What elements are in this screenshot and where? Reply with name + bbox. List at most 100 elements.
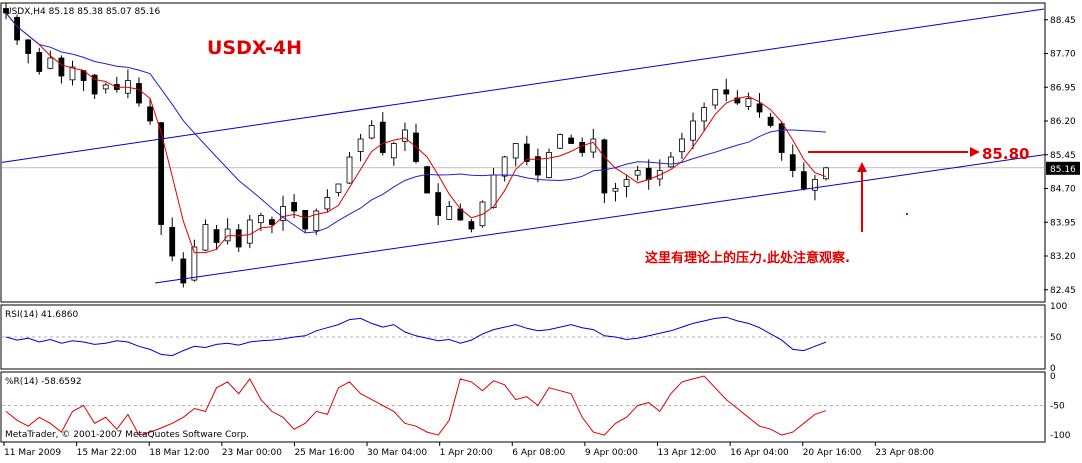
candle bbox=[25, 39, 32, 64]
candle-body bbox=[136, 83, 142, 104]
wpr-tick-label: -50 bbox=[1050, 402, 1065, 412]
candle bbox=[58, 55, 65, 84]
candle-body bbox=[634, 170, 641, 176]
candle bbox=[390, 141, 397, 166]
time-tick-label: 30 Mar 04:00 bbox=[367, 448, 427, 458]
price-tick-label: 88.45 bbox=[1050, 16, 1076, 26]
candle bbox=[557, 133, 563, 149]
candle bbox=[335, 183, 342, 197]
candle bbox=[800, 162, 807, 191]
time-tick-label: 25 Mar 16:00 bbox=[294, 448, 354, 458]
candle bbox=[413, 123, 419, 164]
candle bbox=[91, 73, 98, 99]
candle-body bbox=[701, 107, 708, 122]
candle bbox=[357, 133, 364, 162]
candle bbox=[612, 182, 619, 202]
candle bbox=[723, 78, 730, 102]
rsi-tick-label: 0 bbox=[1050, 364, 1056, 374]
time-tick-label: 15 Mar 22:00 bbox=[77, 448, 137, 458]
candle-body bbox=[590, 138, 597, 153]
candle-body bbox=[557, 134, 563, 149]
candle bbox=[778, 121, 785, 161]
candle-body bbox=[191, 246, 198, 281]
annotation-dot bbox=[906, 213, 908, 215]
candle bbox=[235, 224, 242, 252]
candle bbox=[180, 252, 187, 288]
candle-body bbox=[800, 171, 807, 189]
rsi-line bbox=[5, 316, 827, 357]
candle-body bbox=[357, 138, 364, 152]
candle bbox=[701, 102, 708, 131]
channel-upper-line bbox=[1, 8, 1045, 163]
rsi-tick-label: 100 bbox=[1050, 302, 1067, 312]
time-tick-label: 11 Mar 2009 bbox=[4, 448, 61, 458]
candle-body bbox=[158, 122, 165, 225]
candle bbox=[379, 112, 386, 156]
candle-body bbox=[568, 137, 575, 144]
time-tick-label: 23 Mar 00:00 bbox=[222, 448, 282, 458]
rsi-axis: 0 50 100 bbox=[1050, 302, 1067, 374]
candle bbox=[113, 76, 120, 93]
candle-body bbox=[789, 154, 796, 171]
candle bbox=[734, 90, 741, 105]
candle-body bbox=[424, 166, 430, 194]
candle bbox=[169, 217, 176, 262]
candle bbox=[468, 219, 475, 233]
candle-body bbox=[269, 219, 275, 225]
candle bbox=[767, 112, 774, 128]
rsi-tick-label: 50 bbox=[1050, 333, 1062, 343]
price-axis: 82.45 83.20 83.95 84.70 85.45 86.20 86.95 87.70… bbox=[1044, 16, 1076, 296]
note-arrow-head bbox=[857, 162, 867, 172]
current-price-label: 85.16 bbox=[1050, 165, 1076, 175]
candle-body bbox=[324, 197, 331, 210]
time-tick-label: 18 Mar 12:00 bbox=[149, 448, 209, 458]
candle bbox=[745, 92, 752, 110]
candle-body bbox=[213, 229, 220, 243]
candle bbox=[191, 239, 198, 282]
candle-body bbox=[546, 152, 552, 179]
candle bbox=[523, 135, 530, 166]
candle-body bbox=[368, 125, 375, 139]
candle-body bbox=[490, 174, 497, 209]
rsi-panel-frame bbox=[0, 304, 1046, 370]
candle bbox=[202, 219, 209, 252]
candle bbox=[446, 200, 453, 221]
candle bbox=[313, 208, 320, 236]
candle bbox=[690, 112, 696, 150]
candle-body bbox=[302, 209, 309, 230]
candle bbox=[712, 88, 719, 110]
ma-fast-line bbox=[5, 12, 827, 254]
candle-body bbox=[523, 143, 530, 162]
candle-body bbox=[313, 210, 320, 232]
current-price-box bbox=[1046, 161, 1080, 175]
candle-body bbox=[280, 206, 286, 221]
candle-body bbox=[147, 106, 153, 122]
candle bbox=[324, 189, 331, 212]
current-price-marker: 85.16 bbox=[1046, 161, 1080, 175]
candle-body bbox=[579, 141, 586, 153]
candle bbox=[269, 216, 275, 234]
candle bbox=[147, 98, 153, 125]
candle bbox=[69, 60, 76, 86]
candle bbox=[512, 143, 519, 167]
candle-body bbox=[257, 215, 264, 224]
candle bbox=[14, 14, 20, 45]
time-tick-label: 6 Apr 08:00 bbox=[512, 448, 565, 458]
candle-body bbox=[180, 258, 187, 284]
candle-body bbox=[47, 57, 54, 69]
candle bbox=[102, 82, 109, 94]
main-panel-frame bbox=[0, 2, 1046, 303]
time-tick-label: 13 Apr 12:00 bbox=[657, 448, 716, 458]
channel-lower-line bbox=[154, 154, 1045, 284]
candle bbox=[80, 70, 87, 92]
candle bbox=[368, 120, 375, 140]
candle bbox=[534, 148, 541, 183]
price-tick-label: 86.95 bbox=[1050, 83, 1076, 93]
candle bbox=[124, 69, 131, 99]
candle-body bbox=[25, 39, 32, 54]
price-tick-label: 84.70 bbox=[1050, 185, 1076, 195]
candle-body bbox=[756, 103, 763, 113]
candle-body bbox=[778, 123, 785, 153]
price-tick-label: 83.95 bbox=[1050, 218, 1076, 228]
